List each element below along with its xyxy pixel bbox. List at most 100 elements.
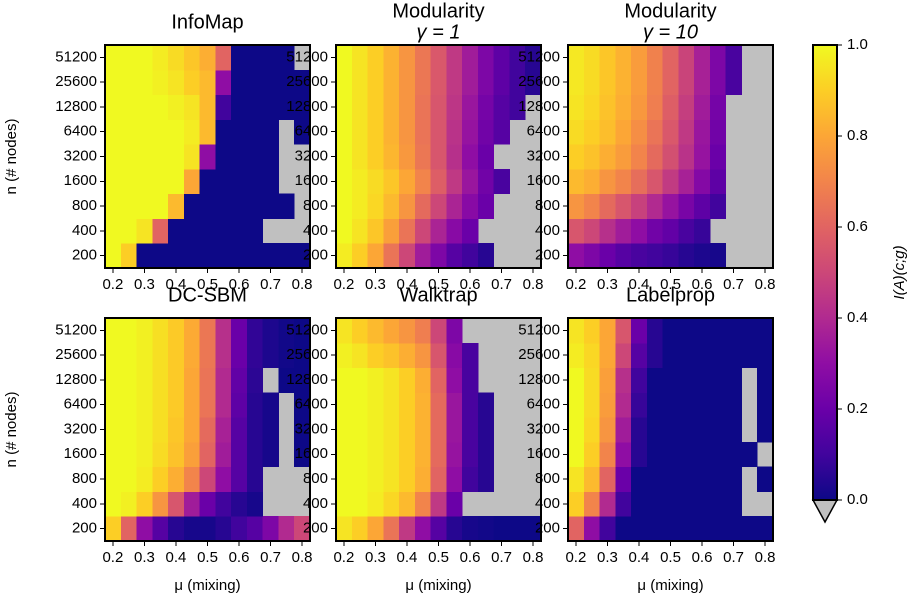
heatmap-cell [231, 94, 248, 120]
heatmap-cell [336, 441, 353, 468]
x-tick-label: 0.8 [523, 276, 544, 293]
heatmap-cell [199, 342, 216, 369]
heatmap-cell [599, 466, 616, 492]
heatmap-cell [336, 119, 353, 145]
heatmap-cell [599, 491, 616, 517]
heatmap-cell [709, 168, 727, 195]
heatmap-cell [662, 392, 679, 418]
heatmap-cell [215, 144, 232, 170]
heatmap-cell [215, 119, 232, 145]
heatmap-cell [414, 144, 432, 170]
heatmap-cell [231, 466, 248, 492]
heatmap-cell [599, 168, 616, 195]
heatmap-cell [246, 342, 264, 369]
y-tick-label: 3200 [64, 147, 97, 164]
heatmap-cell [709, 342, 727, 369]
heatmap-cell [215, 441, 232, 468]
heatmap-cell [709, 193, 727, 219]
heatmap-cell [183, 218, 201, 244]
y-tick-label: 25600 [286, 346, 328, 363]
heatmap-cell [351, 417, 369, 443]
heatmap-cell [351, 218, 369, 244]
heatmap-cell [662, 441, 679, 468]
x-tick-label: 0.5 [428, 549, 449, 566]
heatmap-cell [678, 193, 695, 219]
heatmap-cell [430, 342, 447, 369]
heatmap-cell [231, 168, 248, 195]
heatmap-cell [399, 243, 416, 269]
heatmap-cell [615, 417, 632, 443]
heatmap-cell [694, 491, 711, 517]
heatmap-cell [136, 94, 153, 120]
heatmap-cell [414, 69, 432, 96]
heatmap-cell [168, 342, 185, 369]
heatmap-cell [399, 342, 416, 369]
heatmap-cell [336, 69, 353, 96]
heatmap-cell [615, 218, 632, 244]
heatmap-cell [568, 466, 585, 492]
heatmap-cell [599, 367, 616, 393]
y-tick-label: 3200 [527, 420, 560, 437]
heatmap-cell [599, 342, 616, 369]
y-tick-label: 400 [72, 495, 97, 512]
heatmap-cell [215, 69, 232, 96]
heatmap-cell [430, 168, 447, 195]
heatmap-cell [105, 243, 122, 269]
heatmap-cell [215, 318, 232, 344]
heatmap-cell [246, 69, 264, 96]
heatmap-cell [262, 243, 279, 269]
colorbar [813, 45, 837, 500]
x-tick-label: 0.5 [197, 549, 218, 566]
heatmap-cell [152, 218, 169, 244]
heatmap-cell [199, 144, 216, 170]
heatmap-cell [599, 318, 616, 344]
y-tick-label: 1600 [527, 172, 560, 189]
heatmap-cell [136, 417, 153, 443]
heatmap-cell [430, 491, 447, 517]
heatmap-cell [678, 45, 695, 71]
heatmap-cell [351, 69, 369, 96]
heatmap-cell [399, 193, 416, 219]
heatmap-cell [662, 69, 679, 96]
heatmap-cell [231, 144, 248, 170]
y-tick-label: 12800 [518, 98, 560, 115]
x-tick-label: 0.2 [102, 276, 123, 293]
heatmap-cell [336, 243, 353, 269]
heatmap-cell [152, 491, 169, 517]
heatmap-cell [336, 45, 353, 71]
heatmap-cell [446, 392, 463, 418]
heatmap-cell [168, 168, 185, 195]
x-tick-label: 0.6 [229, 276, 250, 293]
heatmap-cell [246, 168, 264, 195]
heatmap-cell [367, 168, 384, 195]
heatmap-cell [120, 318, 138, 344]
heatmap-cell [709, 441, 727, 468]
heatmap-cell [278, 318, 295, 344]
y-tick-label: 51200 [55, 48, 97, 65]
heatmap-cell [383, 441, 400, 468]
heatmap-cell [105, 168, 122, 195]
heatmap-cell [725, 342, 742, 369]
heatmap-cell [262, 45, 279, 71]
heatmap-cell [709, 45, 727, 71]
heatmap-cell [168, 367, 185, 393]
heatmap-cell [136, 516, 153, 542]
heatmap-cell [136, 367, 153, 393]
heatmap-cell [568, 367, 585, 393]
heatmap-cell [351, 318, 369, 344]
heatmap-cell [615, 318, 632, 344]
x-tick-label: 0.4 [397, 549, 418, 566]
heatmap-cell [105, 119, 122, 145]
x-tick-label: 0.8 [292, 549, 313, 566]
heatmap-cell [662, 466, 679, 492]
heatmap-cell [599, 218, 616, 244]
heatmap-cell [246, 318, 264, 344]
heatmap-cell [678, 516, 695, 542]
heatmap-cell [199, 168, 216, 195]
heatmap-cell [430, 516, 447, 542]
heatmap-cell [615, 168, 632, 195]
x-tick-label: 0.4 [629, 276, 650, 293]
x-tick-label: 0.6 [460, 549, 481, 566]
heatmap-cell [757, 367, 774, 393]
heatmap-cell [168, 94, 185, 120]
